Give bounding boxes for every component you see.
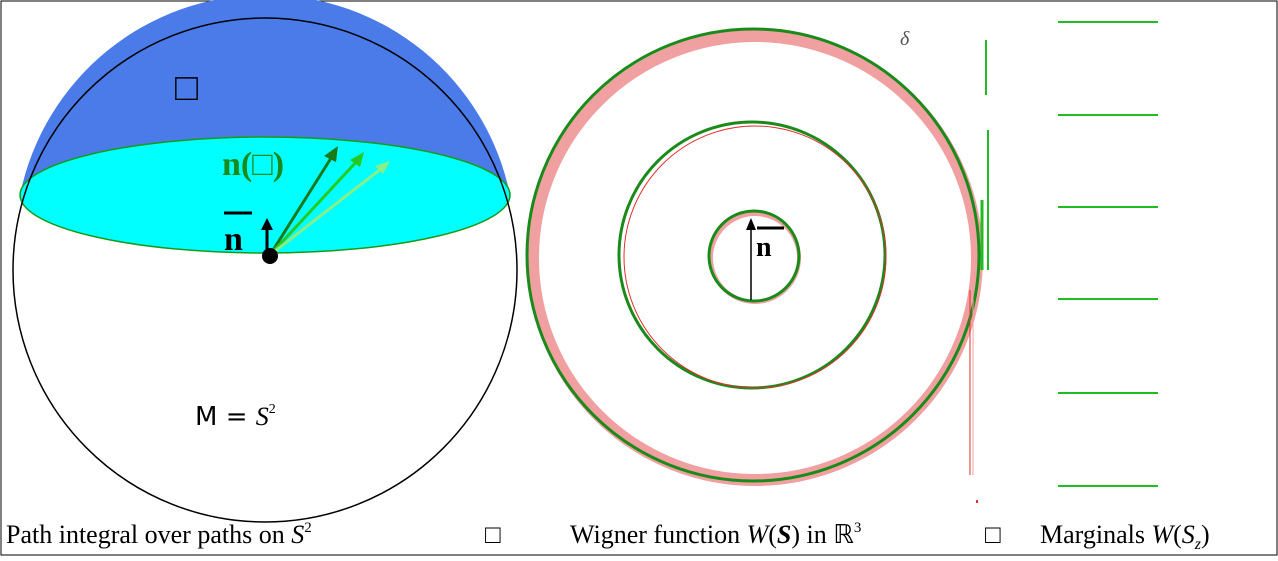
caption-var: S <box>291 520 304 549</box>
caption-paren: ( <box>1173 520 1182 549</box>
manifold-label: M = S2 <box>195 402 276 432</box>
caption-paren: ) <box>1201 520 1210 549</box>
caption-text: Marginals <box>1040 520 1151 549</box>
mean-label: n <box>224 221 243 258</box>
caption-middle: Wigner function W(S) in ℝ3 <box>570 520 861 549</box>
vector-label: n(□) <box>222 146 284 183</box>
caption-sup: 2 <box>304 520 312 536</box>
delta-label: δ <box>900 28 910 50</box>
caption-left: Path integral over paths on S2 <box>6 520 312 549</box>
manifold-sup: 2 <box>269 402 276 417</box>
caption-sup: 3 <box>854 520 862 536</box>
caption-right: Marginals W(Sz) <box>1040 520 1210 553</box>
caption-text: Wigner function <box>570 520 747 549</box>
manifold-text: M = <box>195 402 256 432</box>
caption-func: W <box>1151 520 1175 549</box>
manifold-var: S <box>256 402 269 431</box>
cap-label: □ <box>175 67 198 109</box>
caption-var: S <box>1182 520 1195 549</box>
point <box>262 248 278 264</box>
dot <box>976 500 978 503</box>
caption-arrow: □ <box>985 520 1001 549</box>
caption-paren: ( <box>768 520 777 549</box>
caption-rest: ) in ℝ <box>791 520 854 549</box>
mean-label: n <box>756 232 772 263</box>
caption-func: W <box>747 520 771 549</box>
caption-var: S <box>777 520 791 549</box>
caption-arrow: □ <box>485 520 501 549</box>
figure: □ n(□) n M = S2 n δ Path int <box>0 0 1278 556</box>
caption-text: Path integral over paths on <box>6 520 291 549</box>
